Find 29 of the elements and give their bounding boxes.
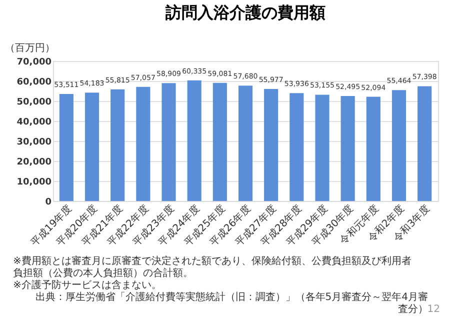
y-axis-title: （百万円）: [5, 43, 55, 54]
bar: [315, 94, 330, 201]
y-tick-label: 60,000: [16, 78, 52, 88]
bar: [366, 96, 380, 201]
y-tick-label: 30,000: [16, 138, 52, 148]
y-tick-label: 0: [45, 198, 52, 208]
bar: [162, 83, 176, 201]
bar: [238, 86, 253, 201]
bar: [59, 94, 74, 201]
source-note: 出典：厚生労働省「介護給付費等実態統計（旧：調査）」（各年5月審査分～翌年4月審査分）: [35, 291, 428, 315]
bar: [136, 86, 150, 201]
bar: [392, 90, 406, 201]
y-tick-label: 70,000: [16, 58, 52, 68]
text: ※介護予防サービスは含まない。: [13, 279, 162, 291]
bar: [340, 96, 355, 201]
bar: [418, 86, 432, 201]
y-tick-label: 20,000: [16, 158, 52, 168]
text: ※費用額とは審査月に原審査で決定された額であり、保険給付額、公費負担額及び利用者負担額（公費の本人負担額）の合計額。: [13, 255, 412, 279]
y-tick-label: 50,000: [16, 98, 52, 108]
bar: [264, 89, 278, 201]
bar: [110, 89, 125, 201]
bar: [290, 93, 304, 201]
bar: [187, 80, 202, 201]
chart-title: 訪問入浴介護の費用額: [164, 3, 326, 22]
y-tick-label: 40,000: [16, 118, 52, 128]
y-tick-label: 10,000: [16, 178, 52, 188]
bar: [212, 82, 227, 201]
text: 12: [427, 304, 440, 315]
bar: [84, 92, 100, 201]
